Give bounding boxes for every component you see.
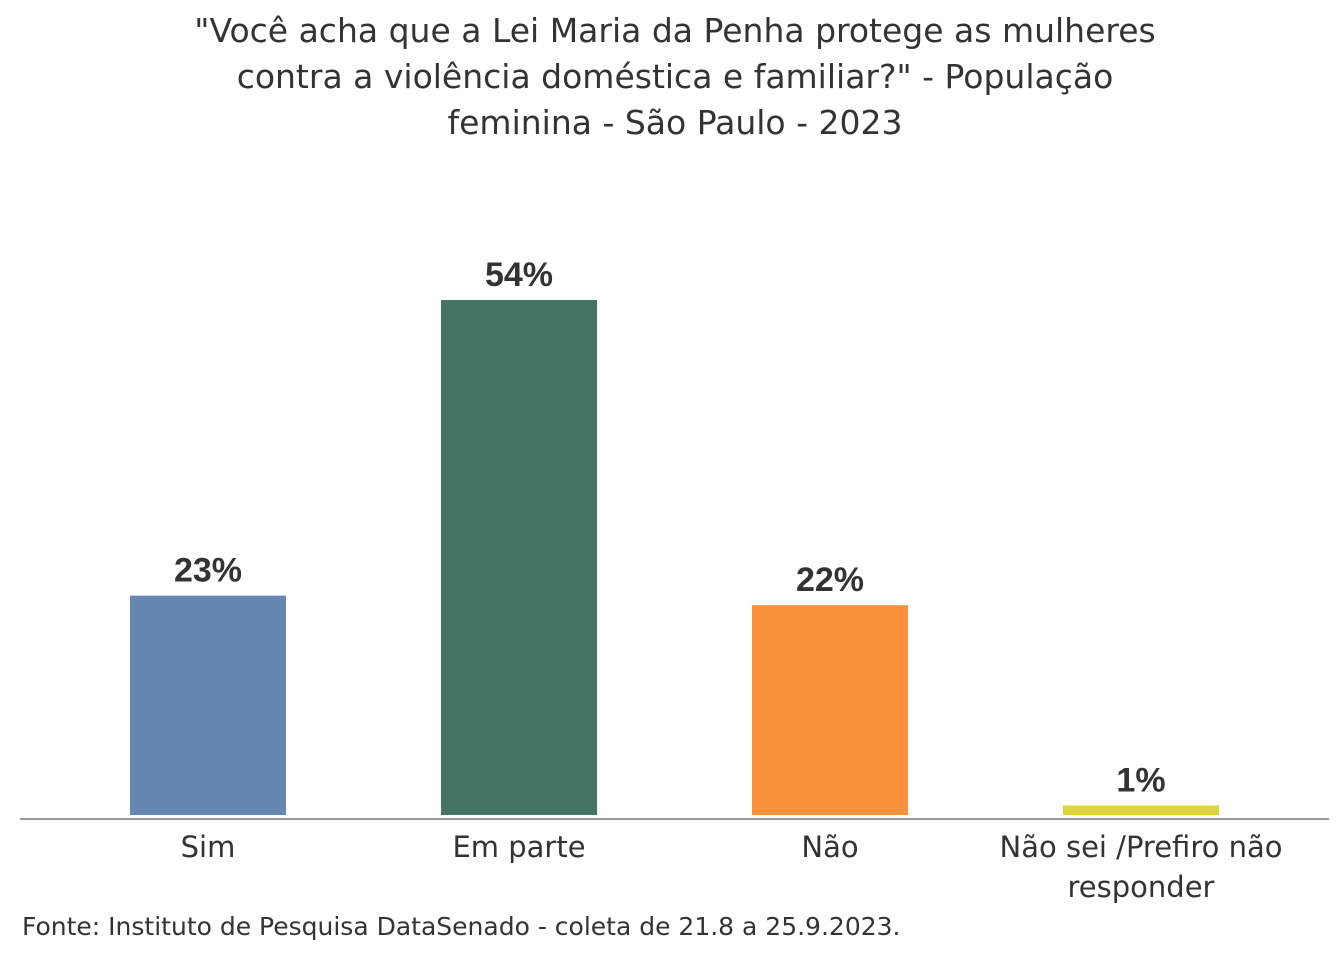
data-label-0: 23% (174, 552, 242, 590)
category-label-0: Sim (181, 830, 236, 864)
data-label-1: 54% (485, 256, 553, 294)
category-label-1: Em parte (452, 830, 585, 864)
category-label-3-line-1: Não sei /Prefiro não (1000, 830, 1283, 864)
bars-layer: 23% Sim 54% Em parte 22% Não 1% Não sei /Prefir… (130, 256, 1282, 904)
bar-3 (1063, 805, 1219, 815)
source-note: Fonte: Instituto de Pesquisa DataSenado … (22, 912, 901, 941)
bar-1 (441, 300, 597, 815)
chart-title: "Você acha que a Lei Maria da Penha prot… (100, 8, 1250, 146)
bar-0 (130, 595, 286, 815)
chart-title-line-3: feminina - São Paulo - 2023 (447, 103, 903, 142)
category-label-3-line-2: responder (1068, 870, 1215, 904)
category-label-2: Não (801, 830, 858, 864)
data-label-2: 22% (796, 561, 864, 599)
bar-2 (752, 605, 908, 815)
chart-title-line-2: contra a violência doméstica e familiar?… (236, 57, 1114, 96)
chart-title-line-1: "Você acha que a Lei Maria da Penha prot… (194, 11, 1156, 50)
data-label-3: 1% (1116, 761, 1165, 799)
